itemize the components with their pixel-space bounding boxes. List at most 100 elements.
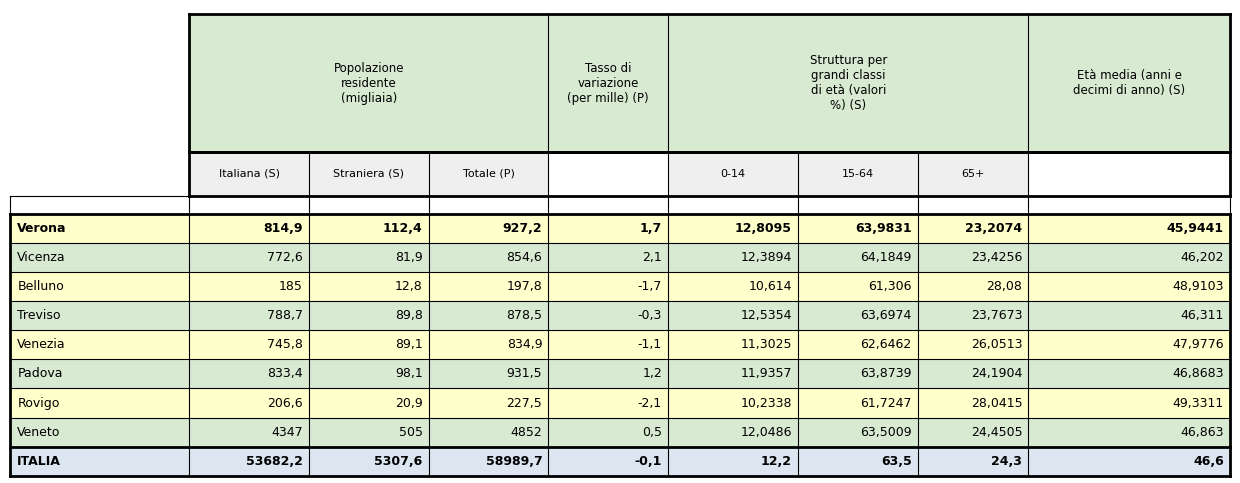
Bar	[918, 152, 1028, 196]
Text: 46,8683: 46,8683	[1172, 368, 1224, 381]
Bar	[668, 14, 1028, 152]
Text: 28,0415: 28,0415	[971, 397, 1022, 410]
Bar	[10, 152, 190, 196]
Text: 81,9: 81,9	[394, 251, 423, 264]
Text: Tasso di
variazione
(per mille) (P): Tasso di variazione (per mille) (P)	[568, 62, 649, 105]
Text: Struttura per
grandi classi
di età (valori
%) (S): Struttura per grandi classi di età (valo…	[810, 54, 887, 113]
Text: 745,8: 745,8	[267, 339, 303, 351]
Text: 833,4: 833,4	[268, 368, 303, 381]
Text: 185: 185	[279, 280, 303, 293]
Text: 89,1: 89,1	[394, 339, 423, 351]
Text: Età media (anni e
decimi di anno) (S): Età media (anni e decimi di anno) (S)	[1073, 70, 1185, 97]
Text: 927,2: 927,2	[502, 222, 542, 235]
Text: 206,6: 206,6	[268, 397, 303, 410]
Bar	[10, 359, 1230, 388]
Text: 48,9103: 48,9103	[1172, 280, 1224, 293]
Text: 4852: 4852	[511, 426, 542, 439]
Text: 64,1849: 64,1849	[861, 251, 911, 264]
Text: -1,1: -1,1	[637, 339, 662, 351]
Text: 63,9831: 63,9831	[856, 222, 911, 235]
Text: 0,5: 0,5	[642, 426, 662, 439]
Text: Verona: Verona	[17, 222, 67, 235]
Text: 24,1904: 24,1904	[971, 368, 1022, 381]
Text: 63,8739: 63,8739	[861, 368, 911, 381]
Text: 89,8: 89,8	[394, 309, 423, 322]
Text: -0,1: -0,1	[635, 455, 662, 468]
Text: Italiana (S): Italiana (S)	[218, 169, 280, 179]
Text: Venezia: Venezia	[17, 339, 66, 351]
Text: 23,7673: 23,7673	[971, 309, 1022, 322]
Bar	[548, 14, 668, 152]
Text: Popolazione
residente
(migliaia): Popolazione residente (migliaia)	[334, 62, 404, 105]
Text: 23,4256: 23,4256	[971, 251, 1022, 264]
Text: 12,3894: 12,3894	[740, 251, 792, 264]
Text: ITALIA: ITALIA	[17, 455, 61, 468]
Bar	[309, 152, 429, 196]
Text: Totale (P): Totale (P)	[463, 169, 515, 179]
Bar	[10, 330, 1230, 359]
Bar	[668, 152, 799, 196]
Text: 47,9776: 47,9776	[1172, 339, 1224, 351]
Text: -1,7: -1,7	[637, 280, 662, 293]
Text: 12,8: 12,8	[394, 280, 423, 293]
Text: 931,5: 931,5	[507, 368, 542, 381]
Text: 788,7: 788,7	[267, 309, 303, 322]
Text: 61,306: 61,306	[868, 280, 911, 293]
Bar	[429, 152, 548, 196]
Text: 28,08: 28,08	[986, 280, 1022, 293]
Text: 11,9357: 11,9357	[740, 368, 792, 381]
Text: 834,9: 834,9	[507, 339, 542, 351]
Text: 10,614: 10,614	[749, 280, 792, 293]
Text: Veneto: Veneto	[17, 426, 61, 439]
Text: 1,7: 1,7	[640, 222, 662, 235]
Text: 46,202: 46,202	[1180, 251, 1224, 264]
Bar	[10, 301, 1230, 330]
Bar	[10, 418, 1230, 447]
Text: 63,6974: 63,6974	[861, 309, 911, 322]
Text: 227,5: 227,5	[506, 397, 542, 410]
Bar	[10, 214, 1230, 243]
Text: 46,6: 46,6	[1193, 455, 1224, 468]
Bar	[10, 447, 1230, 476]
Bar	[799, 152, 918, 196]
Text: 26,0513: 26,0513	[971, 339, 1022, 351]
Text: 65+: 65+	[961, 169, 985, 179]
Text: 24,4505: 24,4505	[971, 426, 1022, 439]
Text: 12,5354: 12,5354	[740, 309, 792, 322]
Bar	[190, 152, 309, 196]
Text: 197,8: 197,8	[506, 280, 542, 293]
Text: 46,863: 46,863	[1180, 426, 1224, 439]
Text: 53682,2: 53682,2	[246, 455, 303, 468]
Bar	[10, 272, 1230, 301]
Text: 10,2338: 10,2338	[740, 397, 792, 410]
Bar	[1028, 14, 1230, 152]
Bar	[10, 243, 1230, 272]
Text: 12,0486: 12,0486	[740, 426, 792, 439]
Text: 12,8095: 12,8095	[735, 222, 792, 235]
Text: 63,5: 63,5	[880, 455, 911, 468]
Text: 11,3025: 11,3025	[740, 339, 792, 351]
Bar	[190, 14, 548, 152]
Text: 58989,7: 58989,7	[486, 455, 542, 468]
Text: Treviso: Treviso	[17, 309, 61, 322]
Text: 12,2: 12,2	[761, 455, 792, 468]
Text: 45,9441: 45,9441	[1167, 222, 1224, 235]
Text: 505: 505	[398, 426, 423, 439]
Text: 854,6: 854,6	[506, 251, 542, 264]
Text: -0,3: -0,3	[637, 309, 662, 322]
Text: 772,6: 772,6	[267, 251, 303, 264]
Text: 2,1: 2,1	[642, 251, 662, 264]
Bar	[10, 14, 190, 152]
Text: Padova: Padova	[17, 368, 63, 381]
Text: 112,4: 112,4	[383, 222, 423, 235]
Text: 49,3311: 49,3311	[1173, 397, 1224, 410]
Text: 814,9: 814,9	[263, 222, 303, 235]
Text: 61,7247: 61,7247	[861, 397, 911, 410]
Text: 1,2: 1,2	[642, 368, 662, 381]
Bar	[1028, 152, 1230, 196]
Bar	[10, 196, 1230, 214]
Bar	[548, 152, 668, 196]
Text: 46,311: 46,311	[1180, 309, 1224, 322]
Text: Belluno: Belluno	[17, 280, 64, 293]
Text: Rovigo: Rovigo	[17, 397, 60, 410]
